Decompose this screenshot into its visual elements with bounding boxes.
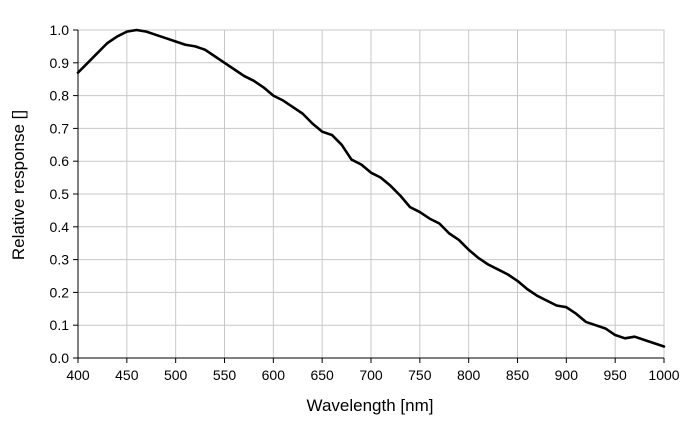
x-tick-label: 450 — [115, 367, 139, 383]
x-tick-label: 500 — [164, 367, 188, 383]
y-tick-label: 0.6 — [50, 153, 70, 169]
x-tick-label: 650 — [310, 367, 334, 383]
series-layer — [76, 28, 666, 348]
y-tick-label: 0.7 — [50, 120, 70, 136]
y-axis-title: Relative response [] — [9, 110, 28, 260]
x-tick-label: 950 — [603, 367, 627, 383]
y-tick-labels: 0.0 0.1 0.2 0.3 0.4 0.5 0.6 0.7 0.8 0.9 1.0 — [50, 22, 70, 366]
x-tick-label: 900 — [555, 367, 579, 383]
x-tick-labels: 400 450 500 550 600 650 700 750 800 850 900 950 1000 — [66, 367, 679, 383]
y-tick-label: 0.0 — [50, 350, 70, 366]
y-tick-label: 0.5 — [50, 186, 70, 202]
x-axis-title: Wavelength [nm] — [307, 396, 434, 415]
x-tick-label: 600 — [262, 367, 286, 383]
y-tick-label: 0.8 — [50, 88, 70, 104]
y-tick-label: 0.2 — [50, 284, 70, 300]
axes — [73, 29, 665, 363]
series-line-relative-response — [76, 28, 666, 348]
y-tick-label: 0.3 — [50, 252, 70, 268]
y-tick-label: 0.1 — [50, 317, 70, 333]
x-tick-label: 700 — [359, 367, 383, 383]
y-tick-label: 0.9 — [50, 55, 70, 71]
x-tick-label: 400 — [66, 367, 90, 383]
y-tick-label: 1.0 — [50, 22, 70, 38]
x-tick-label: 550 — [213, 367, 237, 383]
y-tick-label: 0.4 — [50, 219, 70, 235]
x-tick-label: 750 — [408, 367, 432, 383]
x-tick-label: 1000 — [648, 367, 679, 383]
grid — [77, 29, 665, 359]
x-tick-label: 800 — [457, 367, 481, 383]
x-tick-label: 850 — [506, 367, 530, 383]
